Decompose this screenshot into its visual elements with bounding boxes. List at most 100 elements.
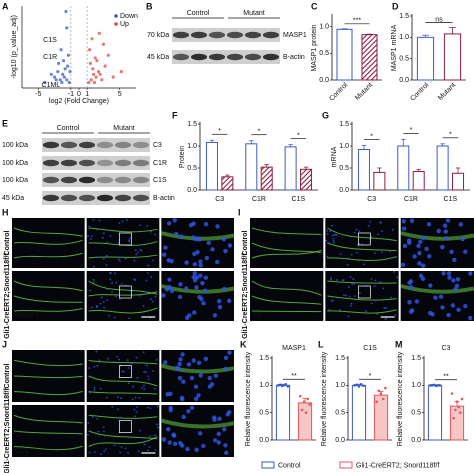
data-point: [457, 405, 460, 409]
nucleus: [95, 350, 98, 353]
nucleus: [417, 261, 422, 266]
nucleus: [161, 252, 167, 257]
nucleus: [227, 243, 233, 248]
sig-label: *: [297, 133, 300, 140]
nucleus: [192, 310, 197, 315]
nucleus: [455, 277, 461, 282]
nucleus: [149, 435, 151, 438]
y-axis-label: MASP1 protein: [311, 24, 318, 71]
y-tick-label: 1.0: [319, 24, 329, 31]
data-point: [353, 384, 356, 387]
nucleus: [115, 281, 118, 284]
nucleus: [178, 282, 183, 287]
micrograph: [400, 218, 474, 268]
bar: [357, 149, 370, 191]
nucleus: [396, 276, 399, 279]
tissue-outline: [327, 280, 397, 284]
nucleus: [331, 234, 334, 237]
micrograph: [250, 271, 324, 321]
nucleus: [198, 373, 203, 378]
stain-label: MASP1: [15, 312, 39, 319]
bar: [300, 168, 313, 191]
nucleus: [133, 408, 136, 411]
nucleus: [203, 356, 209, 362]
bar: [452, 172, 465, 191]
blot-band: [60, 141, 78, 149]
y-tick-label: 1.5: [411, 355, 421, 362]
nucleus: [127, 367, 130, 369]
nucleus: [178, 357, 183, 362]
nucleus: [203, 275, 209, 280]
nucleus: [128, 240, 131, 243]
nucleus: [93, 451, 96, 454]
nucleus: [146, 225, 149, 227]
x-tick-label: Control: [328, 81, 349, 102]
point: [60, 80, 64, 85]
nucleus: [401, 219, 407, 224]
blot-band: [42, 141, 60, 149]
x-tick-label: C3: [215, 196, 224, 203]
bar: [245, 143, 258, 191]
y-tick-label: 0.5: [319, 50, 329, 57]
nucleus: [186, 409, 191, 414]
nucleus: [430, 312, 435, 317]
nucleus: [105, 264, 108, 266]
blot-group: Mutant: [113, 125, 134, 132]
data-point: [428, 384, 432, 387]
nucleus: [381, 230, 384, 233]
nucleus: [174, 231, 179, 237]
sig-label: *: [449, 132, 452, 139]
sig-label: **: [443, 374, 449, 381]
nucleus: [201, 443, 206, 449]
nucleus: [460, 236, 465, 242]
x-tick-label: C1R: [252, 196, 266, 203]
nucleus: [143, 371, 146, 373]
nucleus: [155, 358, 158, 361]
nucleus: [115, 295, 117, 298]
nucleus: [198, 273, 203, 278]
nucleus: [201, 301, 206, 306]
nucleus: [143, 443, 146, 446]
nucleus: [184, 286, 189, 291]
nucleus: [150, 230, 152, 233]
point: [92, 72, 96, 76]
nucleus: [221, 236, 227, 242]
point: [100, 78, 104, 82]
nucleus: [463, 303, 468, 309]
nucleus: [381, 251, 383, 254]
nucleus: [197, 295, 202, 300]
nucleus: [135, 253, 138, 256]
nucleus: [152, 259, 155, 262]
nucleus: [441, 271, 446, 276]
nucleus: [103, 306, 105, 309]
chart-title: C1S: [363, 345, 377, 352]
nucleus: [440, 244, 445, 250]
nucleus: [198, 259, 203, 264]
row-label: Control: [242, 231, 249, 256]
point: [67, 80, 71, 85]
nucleus: [135, 410, 138, 413]
nucleus: [373, 285, 376, 288]
nucleus: [223, 248, 228, 254]
nucleus: [353, 231, 356, 234]
nucleus: [222, 427, 227, 432]
nucleus: [169, 258, 174, 264]
nucleus: [105, 254, 108, 257]
bar: [361, 34, 378, 81]
bar: [336, 28, 353, 81]
annotation: C1ML: [42, 82, 61, 89]
nucleus: [343, 294, 345, 297]
nucleus: [207, 384, 213, 389]
nucleus: [420, 276, 426, 282]
annotation: C1R: [43, 54, 57, 61]
nucleus: [196, 393, 201, 398]
panel-letter: B: [146, 1, 153, 11]
nucleus: [180, 352, 185, 357]
data-point: [282, 384, 286, 387]
nucleus: [142, 305, 145, 307]
nucleus: [198, 263, 203, 268]
nucleus: [346, 263, 349, 266]
nucleus: [442, 223, 448, 228]
tissue-outline: [88, 375, 158, 387]
